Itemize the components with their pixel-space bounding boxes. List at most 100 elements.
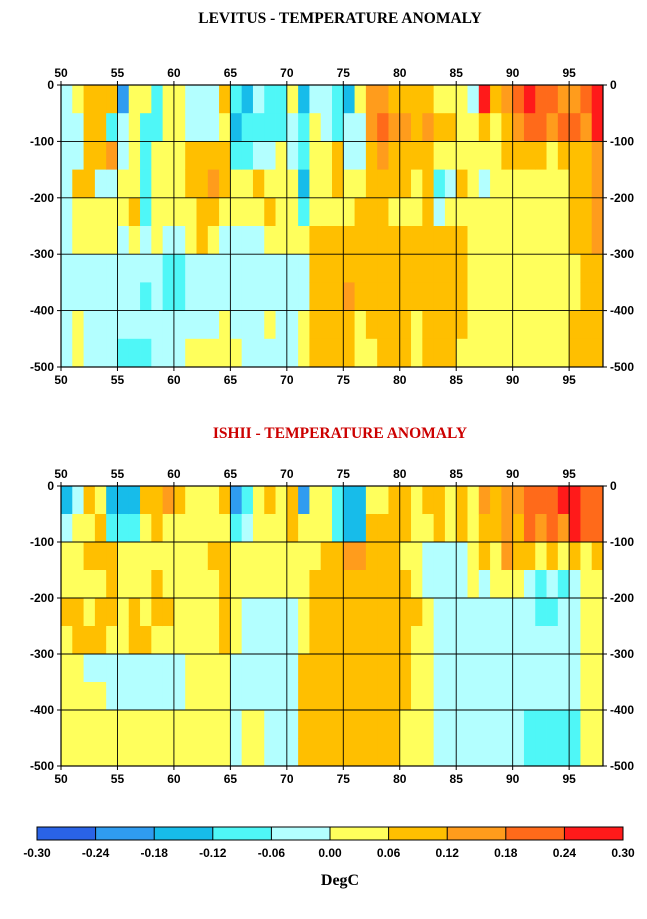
colorbar-tick-label: -0.18 [141, 846, 169, 860]
heatmap-cell [467, 626, 480, 655]
heatmap-cell [580, 141, 593, 170]
y-tick-label-left: -200 [30, 591, 54, 605]
heatmap-cell [196, 626, 209, 655]
heatmap-cell [467, 113, 480, 142]
heatmap-cell [411, 598, 423, 627]
heatmap-cell [422, 226, 435, 255]
heatmap-cell [196, 282, 209, 311]
heatmap-cell [128, 197, 141, 227]
heatmap-cell [106, 197, 118, 227]
colorbar-swatch [37, 827, 96, 840]
heatmap-cell [467, 85, 480, 114]
heatmap-cell [388, 514, 401, 543]
heatmap-cell [535, 338, 547, 368]
heatmap-cell [286, 542, 299, 571]
heatmap-cell [196, 654, 209, 683]
heatmap-cell [433, 598, 446, 627]
heatmap-cell [490, 626, 502, 655]
heatmap-cell [83, 310, 96, 340]
heatmap-cell [546, 141, 559, 170]
heatmap-cell [591, 710, 604, 739]
heatmap-cell [83, 682, 96, 711]
heatmap-cell [151, 626, 164, 655]
heatmap-cell [444, 226, 457, 255]
heatmap-cell [207, 85, 220, 114]
heatmap-cell [569, 254, 581, 283]
heatmap-cell [591, 254, 604, 283]
heatmap-cell [332, 626, 344, 655]
colorbar-tick-label: -0.30 [23, 846, 51, 860]
heatmap-cell [230, 654, 243, 683]
heatmap-cell [252, 85, 265, 114]
heatmap-cell [151, 570, 164, 599]
heatmap-cell [591, 310, 604, 340]
heatmap-cell [580, 338, 593, 368]
heatmap-cell [332, 570, 344, 599]
heatmap-cell [354, 486, 367, 515]
heatmap-cell [128, 141, 141, 170]
heatmap-cell [185, 226, 197, 255]
heatmap-cell [275, 626, 288, 655]
heatmap-cell [388, 85, 401, 114]
colorbar-tick-label: -0.06 [258, 846, 286, 860]
heatmap-cell [557, 85, 570, 114]
heatmap-cell [490, 282, 502, 311]
heatmap-cell [241, 738, 254, 767]
heatmap-cell [501, 282, 514, 311]
heatmap-cell [309, 682, 322, 711]
heatmap-cell [523, 626, 536, 655]
heatmap-cell [241, 141, 254, 170]
heatmap-cell [332, 310, 344, 340]
heatmap-cell [569, 514, 581, 543]
heatmap-cell [241, 282, 254, 311]
heatmap-cell [546, 197, 559, 227]
heatmap-cell [275, 141, 288, 170]
heatmap-cell [580, 169, 593, 199]
heatmap-cell [388, 113, 401, 142]
heatmap-cell [388, 654, 401, 683]
heatmap-cell [298, 85, 310, 114]
heatmap-cell [173, 226, 186, 255]
heatmap-cell [332, 710, 344, 739]
heatmap-cell [196, 682, 209, 711]
heatmap-cell [173, 570, 186, 599]
heatmap-cell [343, 141, 355, 170]
y-tick-label-right: -400 [610, 703, 634, 717]
heatmap-cell [523, 486, 536, 515]
heatmap-cell [61, 570, 73, 599]
heatmap-cell [557, 542, 570, 571]
heatmap-cell [546, 738, 559, 767]
heatmap-cell [309, 282, 322, 311]
heatmap-cell [444, 310, 457, 340]
heatmap-cell [61, 514, 73, 543]
heatmap-cell [128, 85, 141, 114]
heatmap-cell [444, 282, 457, 311]
heatmap-cell [388, 282, 401, 311]
heatmap-cell [162, 654, 175, 683]
heatmap-cell [106, 682, 118, 711]
heatmap-cell [320, 338, 333, 368]
heatmap-cell [309, 570, 322, 599]
heatmap-cell [196, 542, 209, 571]
heatmap-cell [173, 141, 186, 170]
heatmap-cell [117, 598, 130, 627]
heatmap-cell [83, 598, 96, 627]
x-tick-label-bottom: 50 [54, 373, 68, 387]
heatmap-cell [399, 598, 412, 627]
heatmap-cell [94, 113, 107, 142]
heatmap-cell [365, 85, 378, 114]
heatmap-cell [241, 113, 254, 142]
y-tick-label-right: -200 [610, 191, 634, 205]
heatmap-cell [523, 254, 536, 283]
heatmap-cell [343, 254, 355, 283]
heatmap-cell [365, 226, 378, 255]
heatmap-cell [264, 310, 276, 340]
heatmap-cell [444, 169, 457, 199]
heatmap-cell [354, 570, 367, 599]
heatmap-cell [354, 682, 367, 711]
heatmap-cell [569, 310, 581, 340]
heatmap-cell [523, 542, 536, 571]
heatmap-cell [61, 338, 73, 368]
y-tick-label-left: 0 [47, 479, 54, 493]
colorbar-swatch [505, 827, 565, 840]
